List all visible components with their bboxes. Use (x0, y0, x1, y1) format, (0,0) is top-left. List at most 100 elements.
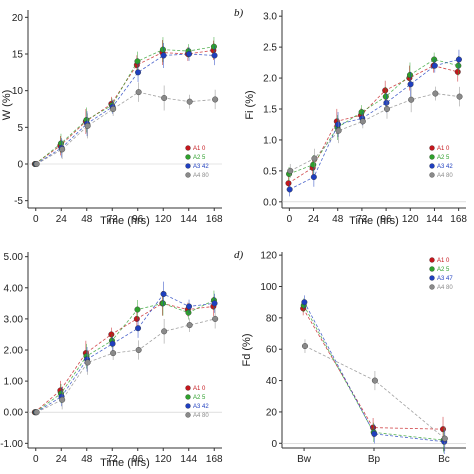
x-tick-label: 72 (356, 214, 368, 225)
data-point (408, 96, 415, 103)
data-point (382, 87, 389, 94)
x-tick-label: 48 (81, 214, 93, 225)
data-point (359, 118, 366, 125)
y-tick-label: 120 (260, 251, 277, 262)
panel-b: 0.0 0.5 1.0 1.5 2.0 2.5 3.0 0 24 48 72 96 120 144 168 T… (234, 7, 467, 227)
data-point (383, 105, 390, 112)
data-point (33, 160, 40, 167)
data-point (186, 51, 193, 58)
data-point (211, 300, 218, 307)
legend-entry: A4 80 (437, 173, 453, 179)
legend-entry: A3 42 (437, 164, 453, 170)
x-tick-label: 120 (155, 454, 172, 465)
data-point (110, 350, 117, 357)
y-tick-label: 20 (12, 13, 24, 24)
data-point (135, 89, 142, 96)
data-point (383, 99, 390, 106)
y-tick-label: 5.00 (4, 252, 24, 263)
data-point (161, 328, 168, 335)
series-line-2 (289, 59, 460, 190)
y-tick-label: -5 (14, 196, 23, 207)
legend-entry: A4 80 (193, 413, 209, 419)
x-tick-label: Bp (368, 454, 381, 465)
data-point (431, 56, 438, 63)
data-point (406, 71, 413, 78)
data-point (135, 69, 142, 76)
data-point (407, 81, 414, 88)
legend-marker (429, 275, 435, 281)
y-tick-label: 3.0 (263, 12, 277, 23)
x-tick-label: 96 (132, 454, 144, 465)
y-axis-title: W (%) (1, 90, 13, 121)
data-point (382, 93, 389, 100)
data-point (431, 62, 438, 69)
data-point (84, 122, 91, 129)
y-tick-label: 1.0 (263, 135, 277, 146)
legend-marker (185, 403, 191, 409)
legend-entry: A3 42 (193, 164, 209, 170)
x-tick-label: 96 (381, 214, 393, 225)
data-point (161, 94, 168, 101)
legend-marker (429, 266, 435, 272)
panel-label: d) (234, 249, 244, 261)
x-tick-label: 0 (33, 454, 39, 465)
y-tick-label: 5 (17, 123, 23, 134)
data-point (358, 109, 365, 116)
series-line-2 (35, 53, 215, 165)
data-point (301, 299, 308, 306)
y-tick-label: 1.00 (4, 377, 24, 388)
data-point (286, 186, 293, 193)
legend-marker (185, 412, 191, 418)
legend-entry: A2 5 (437, 267, 450, 273)
y-tick-label: 80 (266, 313, 278, 324)
legend-marker (185, 385, 191, 391)
data-point (285, 180, 292, 187)
series-line-3 (304, 345, 446, 439)
x-tick-label: 72 (107, 454, 119, 465)
x-tick-label: 24 (308, 214, 320, 225)
y-tick-label: 2.0 (263, 74, 277, 85)
legend-marker (185, 145, 191, 151)
y-tick-label: 4.00 (4, 283, 24, 294)
legend-marker (429, 154, 435, 160)
y-axis-title: Fi (%) (244, 90, 256, 119)
panel-label: b) (234, 7, 244, 19)
y-tick-label: 0.0 (263, 197, 277, 208)
x-tick-label: 144 (426, 214, 443, 225)
x-tick-label: Bc (438, 454, 450, 465)
y-tick-label: 10 (12, 86, 24, 97)
x-tick-label: 0 (287, 214, 293, 225)
x-tick-label: Bw (297, 454, 312, 465)
x-tick-label: 24 (56, 454, 68, 465)
y-tick-label: 0.5 (263, 166, 277, 177)
data-point (134, 58, 141, 65)
data-point (212, 315, 219, 322)
data-point (159, 300, 166, 307)
data-point (371, 430, 378, 437)
legend-marker (185, 154, 191, 160)
legend-entry: A4 80 (193, 173, 209, 179)
data-point (186, 322, 193, 329)
data-point (59, 146, 66, 153)
data-point (186, 303, 193, 310)
legend-entry: A2 5 (193, 155, 206, 161)
y-tick-label: 2.00 (4, 346, 24, 357)
legend-marker (429, 145, 435, 151)
x-tick-label: 0 (33, 214, 39, 225)
legend-marker (185, 394, 191, 400)
panel-c: -1.00 0.00 1.00 2.00 3.00 4.00 5.00 0 24 48 72 96 12… (0, 252, 223, 469)
x-tick-label: 144 (180, 454, 197, 465)
legend-entry: A2 5 (437, 155, 450, 161)
data-point (310, 174, 317, 181)
data-point (59, 396, 66, 403)
data-point (212, 96, 219, 103)
series-line-2 (35, 293, 215, 413)
data-point (186, 98, 193, 105)
legend-marker (429, 257, 435, 263)
data-point (310, 161, 317, 168)
series-line-2 (304, 301, 445, 443)
y-tick-label: 0 (271, 439, 277, 450)
series-line-1 (303, 305, 444, 441)
series-line-3 (36, 318, 216, 413)
